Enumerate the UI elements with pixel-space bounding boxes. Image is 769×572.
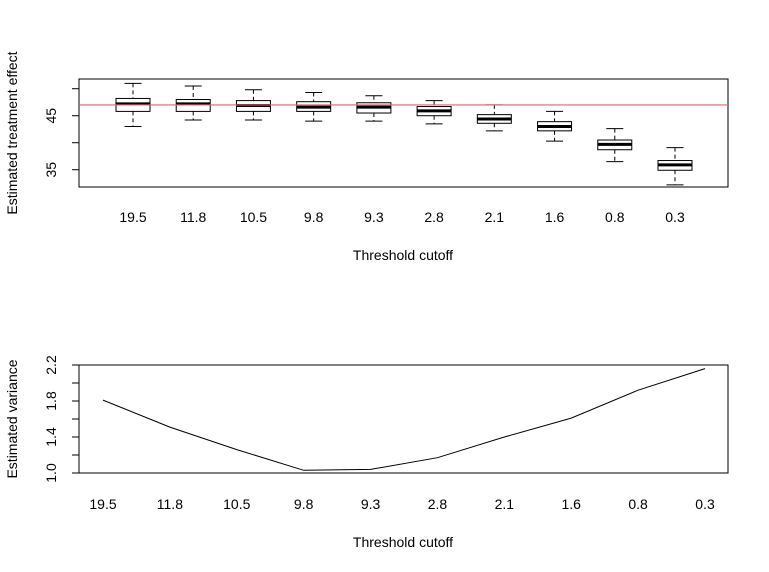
- boxplot-y-ticks: 35 45: [43, 88, 80, 178]
- x-tick-label: 10.5: [240, 209, 267, 225]
- y-tick-label: 1.8: [43, 391, 59, 411]
- variance-line: [102, 368, 706, 471]
- variance-panel: 19.5 11.8 10.5 9.8 9.3 2.8 2.1 1.6 0.8 0.3 1.0 1.4…: [4, 355, 729, 550]
- x-tick-label: 2.1: [495, 496, 515, 512]
- x-tick-label: 9.8: [294, 496, 314, 512]
- box-9.3: [356, 95, 392, 122]
- variance-frame: [78, 364, 729, 474]
- box-2.8: [416, 100, 452, 125]
- box-11.8: [175, 85, 211, 121]
- x-tick-label: 0.8: [628, 496, 648, 512]
- x-tick-label: 9.8: [304, 209, 324, 225]
- x-tick-label: 19.5: [119, 209, 146, 225]
- y-tick-label: 35: [43, 162, 59, 178]
- x-tick-label: 9.3: [364, 209, 384, 225]
- x-tick-label: 1.6: [561, 496, 581, 512]
- x-tick-label: 0.8: [605, 209, 625, 225]
- y-tick-label: 45: [43, 108, 59, 124]
- variance-x-ticks: 19.5 11.8 10.5 9.8 9.3 2.8 2.1 1.6 0.8 0.3: [89, 496, 715, 512]
- x-tick-label: 19.5: [89, 496, 116, 512]
- variance-y-axis-label: Estimated variance: [4, 359, 20, 478]
- variance-y-ticks: 1.0 1.4 1.8 2.2: [43, 355, 80, 483]
- x-tick-label: 0.3: [695, 496, 715, 512]
- y-tick-label: 1.4: [43, 427, 59, 447]
- box-1.6: [537, 110, 573, 142]
- boxplot-frame: [78, 78, 729, 188]
- box-2.1: [476, 104, 512, 132]
- x-tick-label: 2.1: [485, 209, 505, 225]
- x-tick-label: 1.6: [545, 209, 565, 225]
- y-tick-label: 2.2: [43, 355, 59, 375]
- boxplot-boxes: [115, 82, 693, 186]
- box-9.8: [296, 92, 332, 122]
- x-tick-label: 11.8: [157, 496, 183, 512]
- boxplot-panel: 19.5 11.8 10.5 9.8 9.3 2.8 2.1 1.6 0.8 0.3 35 45 T…: [4, 51, 729, 263]
- x-tick-label: 0.3: [665, 209, 685, 225]
- boxplot-x-axis-label: Threshold cutoff: [353, 247, 453, 263]
- x-tick-label: 9.3: [361, 496, 381, 512]
- boxplot-x-ticks: 19.5 11.8 10.5 9.8 9.3 2.8 2.1 1.6 0.8 0.3: [119, 209, 685, 225]
- x-tick-label: 2.8: [424, 209, 444, 225]
- boxplot-y-axis-label: Estimated treatment effect: [4, 51, 20, 214]
- box-0.3: [657, 147, 693, 186]
- variance-x-axis-label: Threshold cutoff: [353, 534, 453, 550]
- box-0.8: [597, 128, 633, 163]
- x-tick-label: 11.8: [180, 209, 206, 225]
- x-tick-label: 2.8: [428, 496, 448, 512]
- x-tick-label: 10.5: [223, 496, 250, 512]
- y-tick-label: 1.0: [43, 463, 59, 483]
